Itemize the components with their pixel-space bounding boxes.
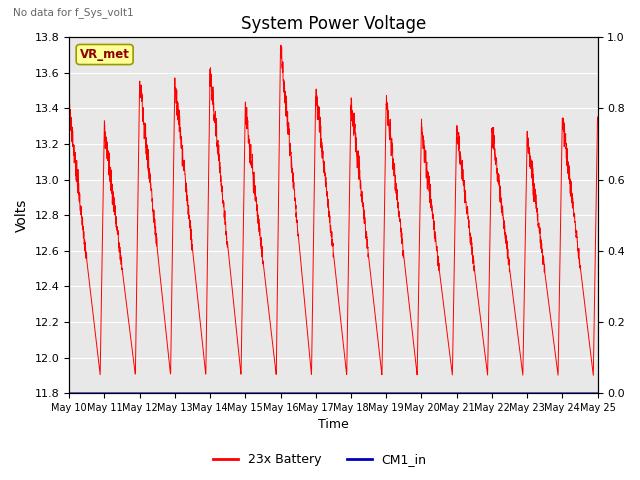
X-axis label: Time: Time — [318, 419, 349, 432]
Y-axis label: Volts: Volts — [15, 199, 29, 232]
Text: VR_met: VR_met — [80, 48, 129, 61]
Text: No data for f_Sys_volt1: No data for f_Sys_volt1 — [13, 7, 133, 18]
Legend: 23x Battery, CM1_in: 23x Battery, CM1_in — [208, 448, 432, 471]
Title: System Power Voltage: System Power Voltage — [241, 15, 426, 33]
